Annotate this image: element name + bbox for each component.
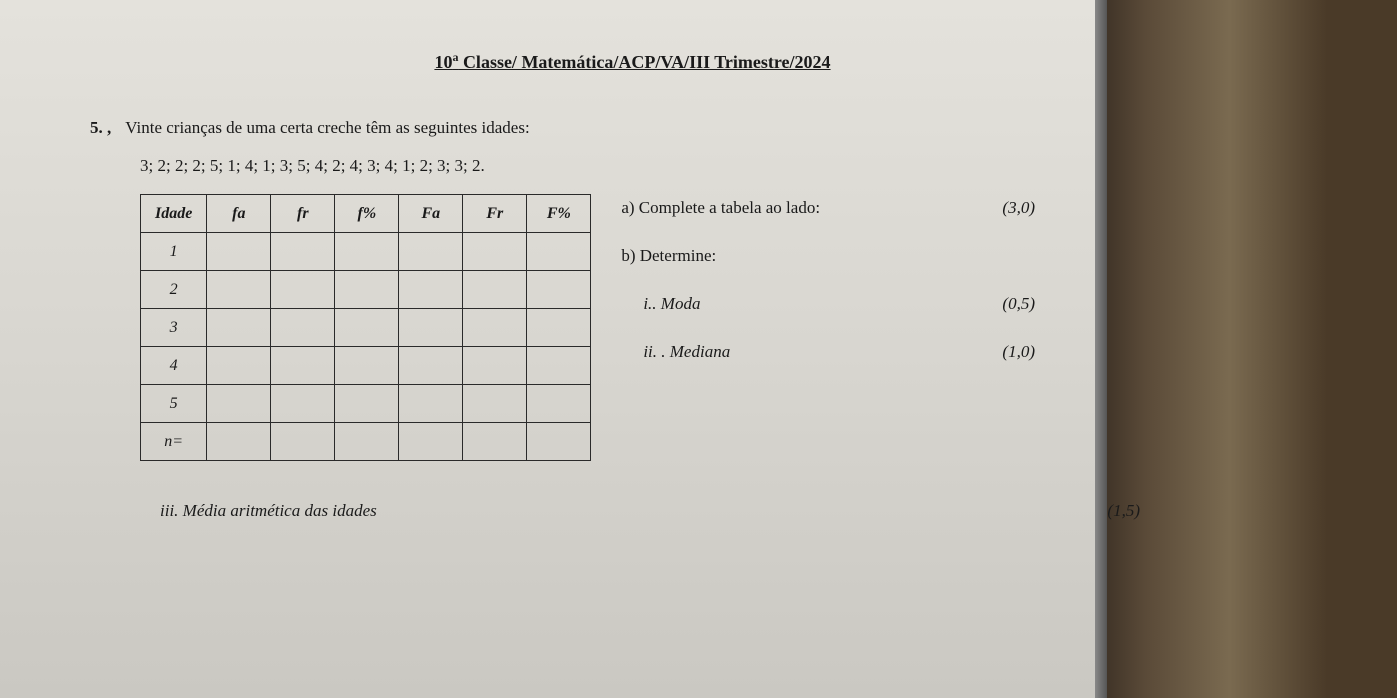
cell	[207, 233, 271, 271]
question-text: Vinte crianças de uma certa creche têm a…	[125, 118, 1035, 138]
cell	[335, 423, 399, 461]
cell	[271, 309, 335, 347]
cell	[399, 233, 463, 271]
question-row: 5. , Vinte crianças de uma certa creche …	[90, 118, 1035, 138]
part-a-points: (3,0)	[1002, 198, 1035, 218]
cell	[271, 385, 335, 423]
cell	[335, 347, 399, 385]
cell: 5	[141, 385, 207, 423]
cell	[399, 271, 463, 309]
th-Fr: Fr	[463, 195, 527, 233]
cell	[463, 233, 527, 271]
cell: n=	[141, 423, 207, 461]
cell	[399, 385, 463, 423]
cell	[335, 309, 399, 347]
question-number: 5. ,	[90, 118, 111, 138]
table: Idade fa fr f% Fa Fr F% 1	[140, 194, 591, 461]
part-b-i: i.. Moda (0,5)	[643, 294, 1035, 314]
th-Fpct: F%	[527, 195, 591, 233]
cell	[463, 423, 527, 461]
page-shadow	[1095, 0, 1107, 698]
cell	[399, 347, 463, 385]
part-b-label: b) Determine:	[621, 246, 1035, 266]
table-row: 4	[141, 347, 591, 385]
part-a: a) Complete a tabela ao lado: (3,0)	[621, 198, 1035, 218]
part-b-i-label: i.. Moda	[643, 294, 982, 314]
cell	[527, 423, 591, 461]
cell	[207, 347, 271, 385]
table-row: 3	[141, 309, 591, 347]
table-row: 1	[141, 233, 591, 271]
cell	[207, 309, 271, 347]
cell: 3	[141, 309, 207, 347]
cell: 1	[141, 233, 207, 271]
part-b-iii: iii. Média aritmética das idades (1,5)	[160, 501, 1140, 521]
cell	[527, 385, 591, 423]
content-row: Idade fa fr f% Fa Fr F% 1	[140, 194, 1035, 461]
cell	[527, 309, 591, 347]
cell	[207, 385, 271, 423]
cell	[463, 309, 527, 347]
cell: 4	[141, 347, 207, 385]
cell	[463, 347, 527, 385]
title-rest: Classe/ Matemática/ACP/VA/III Trimestre/…	[458, 52, 830, 72]
table-row: 2	[141, 271, 591, 309]
cell: 2	[141, 271, 207, 309]
cell	[271, 347, 335, 385]
data-values: 3; 2; 2; 2; 5; 1; 4; 1; 3; 5; 4; 2; 4; 3…	[140, 156, 1035, 176]
th-fa: fa	[207, 195, 271, 233]
cell	[271, 271, 335, 309]
part-a-label: a) Complete a tabela ao lado:	[621, 198, 982, 218]
cell	[399, 423, 463, 461]
th-fpct: f%	[335, 195, 399, 233]
cell	[271, 233, 335, 271]
cell	[335, 385, 399, 423]
th-fr: fr	[271, 195, 335, 233]
cell	[527, 347, 591, 385]
frequency-table: Idade fa fr f% Fa Fr F% 1	[140, 194, 591, 461]
cell	[399, 309, 463, 347]
part-b-i-points: (0,5)	[1002, 294, 1035, 314]
part-b: b) Determine:	[621, 246, 1035, 266]
cell	[207, 423, 271, 461]
cell	[271, 423, 335, 461]
part-b-ii-points: (1,0)	[1002, 342, 1035, 362]
cell	[527, 271, 591, 309]
cell	[207, 271, 271, 309]
table-row: 5	[141, 385, 591, 423]
page-title: 10a Classe/ Matemática/ACP/VA/III Trimes…	[230, 50, 1035, 73]
part-b-ii-label: ii. . Mediana	[643, 342, 982, 362]
cell	[463, 271, 527, 309]
questions-column: a) Complete a tabela ao lado: (3,0) b) D…	[621, 194, 1035, 362]
part-b-iii-label: iii. Média aritmética das idades	[160, 501, 1087, 521]
title-prefix: 10	[434, 52, 452, 72]
th-idade: Idade	[141, 195, 207, 233]
cell	[463, 385, 527, 423]
table-row: n=	[141, 423, 591, 461]
cell	[335, 271, 399, 309]
table-header-row: Idade fa fr f% Fa Fr F%	[141, 195, 591, 233]
part-b-ii: ii. . Mediana (1,0)	[643, 342, 1035, 362]
cell	[335, 233, 399, 271]
part-b-iii-points: (1,5)	[1107, 501, 1140, 521]
th-Fa: Fa	[399, 195, 463, 233]
cell	[527, 233, 591, 271]
document-page: 10a Classe/ Matemática/ACP/VA/III Trimes…	[0, 0, 1095, 698]
